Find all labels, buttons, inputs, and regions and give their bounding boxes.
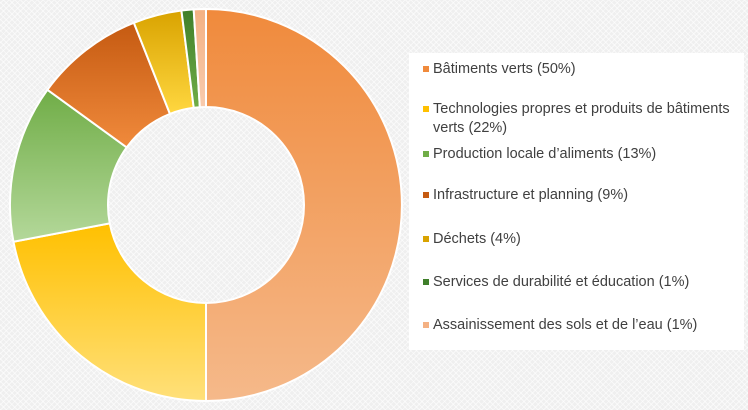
legend-label: Production locale d’aliments (13%)	[433, 146, 657, 162]
donut-slice	[192, 7, 207, 109]
legend-swatch	[423, 151, 429, 157]
legend-label: Déchets (4%)	[433, 231, 521, 247]
donut-slice	[12, 222, 207, 403]
legend: Bâtiments verts (50%) Technologies propre…	[409, 53, 744, 350]
legend-label: Assainissement des sols et de l’eau (1%)	[433, 317, 698, 333]
donut-plot	[9, 7, 403, 403]
legend-swatch	[423, 236, 429, 242]
legend-swatch	[423, 192, 429, 198]
legend-label: Infrastructure et planning (9%)	[433, 187, 629, 203]
legend-label: Technologies propres et produits de bâti…	[433, 101, 730, 136]
legend-swatch	[423, 322, 429, 328]
legend-swatch	[423, 279, 429, 285]
legend-swatch	[423, 66, 429, 72]
donut-slice	[205, 7, 403, 403]
legend-label: Services de durabilité et éducation (1%)	[433, 274, 690, 290]
legend-swatch	[423, 106, 429, 112]
legend-label: Bâtiments verts (50%)	[433, 61, 576, 77]
